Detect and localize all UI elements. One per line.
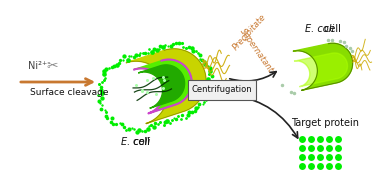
Polygon shape [138, 65, 184, 108]
Text: Precipitate: Precipitate [232, 13, 268, 52]
FancyBboxPatch shape [188, 80, 256, 100]
Text: ✂: ✂ [46, 59, 58, 73]
Polygon shape [293, 43, 353, 90]
Text: cell: cell [108, 137, 150, 147]
Polygon shape [134, 59, 192, 113]
Text: Target protein: Target protein [291, 118, 359, 128]
Text: Surface cleavage: Surface cleavage [30, 88, 108, 97]
Text: Ni²⁺: Ni²⁺ [28, 61, 47, 71]
Text: E. coli: E. coli [305, 24, 335, 34]
Polygon shape [294, 53, 347, 87]
Polygon shape [126, 49, 206, 124]
Text: Centrifugation: Centrifugation [192, 85, 252, 94]
Text: E. coli: E. coli [121, 137, 150, 147]
Text: Supernatant: Supernatant [239, 26, 276, 74]
Text: cell: cell [299, 24, 341, 34]
